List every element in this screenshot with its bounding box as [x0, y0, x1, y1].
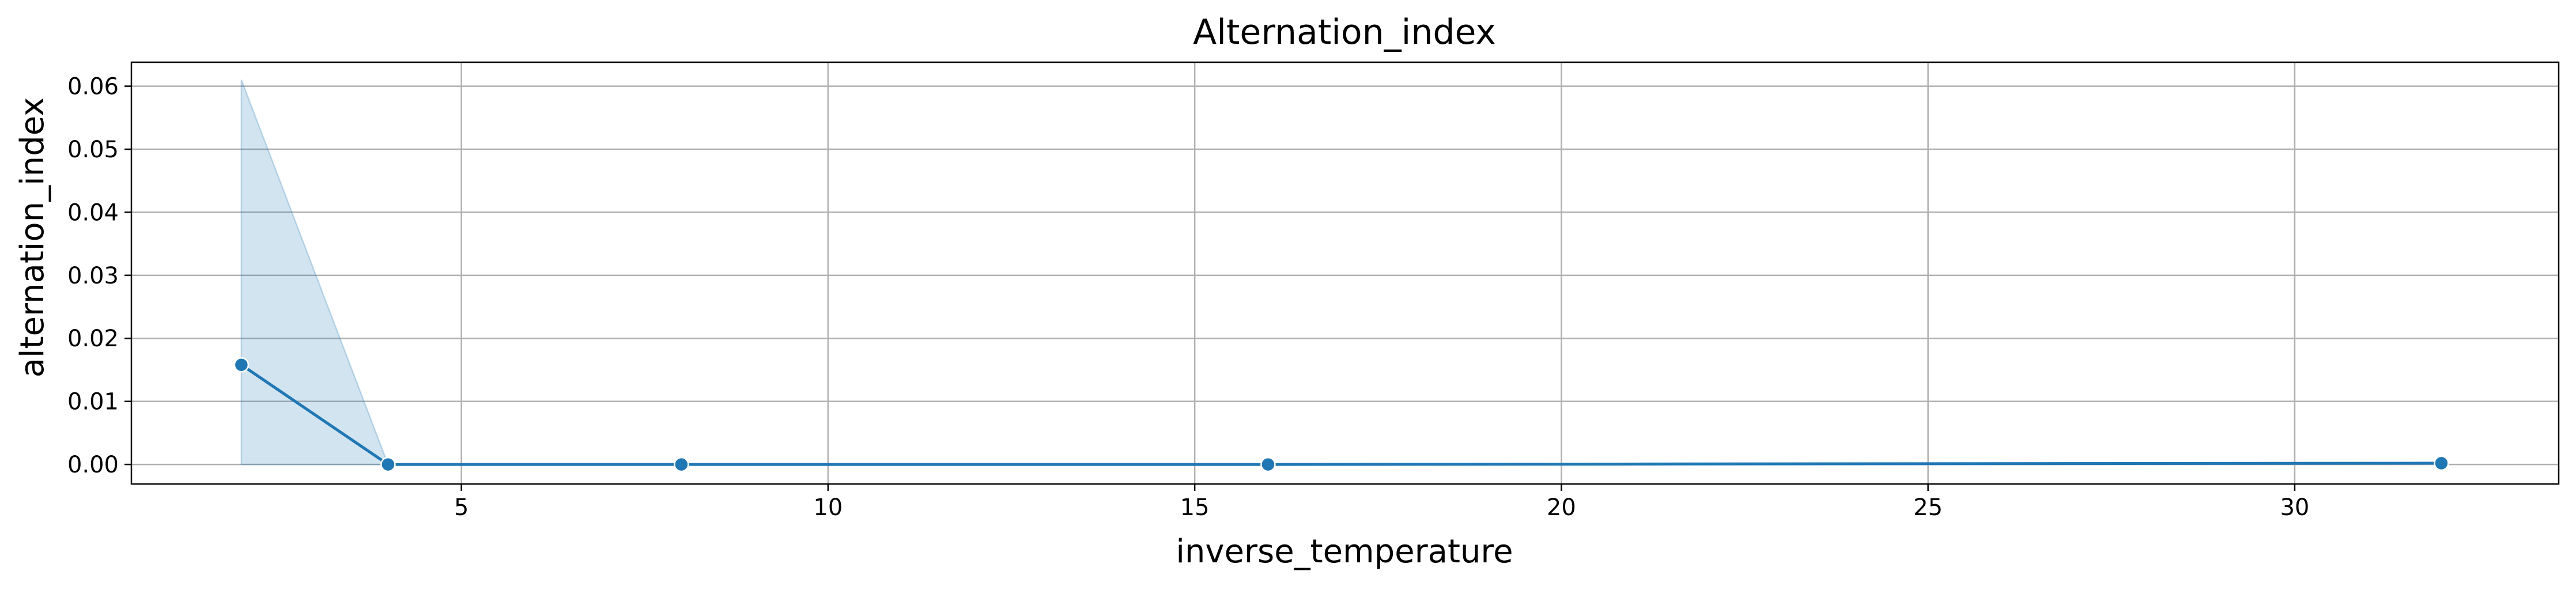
x-tick-label: 15	[1180, 494, 1210, 521]
data-point	[2434, 455, 2449, 471]
y-tick-label: 0.05	[67, 137, 119, 163]
x-tick-label: 20	[1547, 494, 1576, 521]
y-axis-ticks: 0.00 0.01 0.02 0.03 0.04 0.05 0.06	[67, 74, 131, 478]
x-tick-label: 25	[1913, 494, 1943, 521]
y-tick-label: 0.03	[67, 263, 119, 289]
data-point	[380, 456, 396, 472]
x-axis-label: inverse_temperature	[1176, 533, 1513, 570]
chart-title: Alternation_index	[1193, 12, 1496, 52]
y-tick-label: 0.01	[67, 389, 119, 415]
y-tick-label: 0.02	[67, 326, 119, 352]
x-tick-label: 30	[2280, 494, 2309, 521]
x-tick-label: 5	[454, 494, 469, 521]
y-tick-label: 0.06	[67, 74, 119, 100]
data-point	[233, 357, 250, 373]
x-axis-ticks: 5 10 15 20 25 30	[454, 484, 2309, 521]
data-point	[1260, 456, 1276, 472]
x-tick-label: 10	[813, 494, 843, 521]
data-point	[674, 456, 689, 472]
series-points	[233, 357, 2449, 472]
y-tick-label: 0.00	[67, 452, 119, 478]
y-tick-label: 0.04	[67, 199, 119, 226]
y-axis-label: alternation_index	[14, 97, 51, 378]
plot-frame	[130, 61, 2560, 485]
